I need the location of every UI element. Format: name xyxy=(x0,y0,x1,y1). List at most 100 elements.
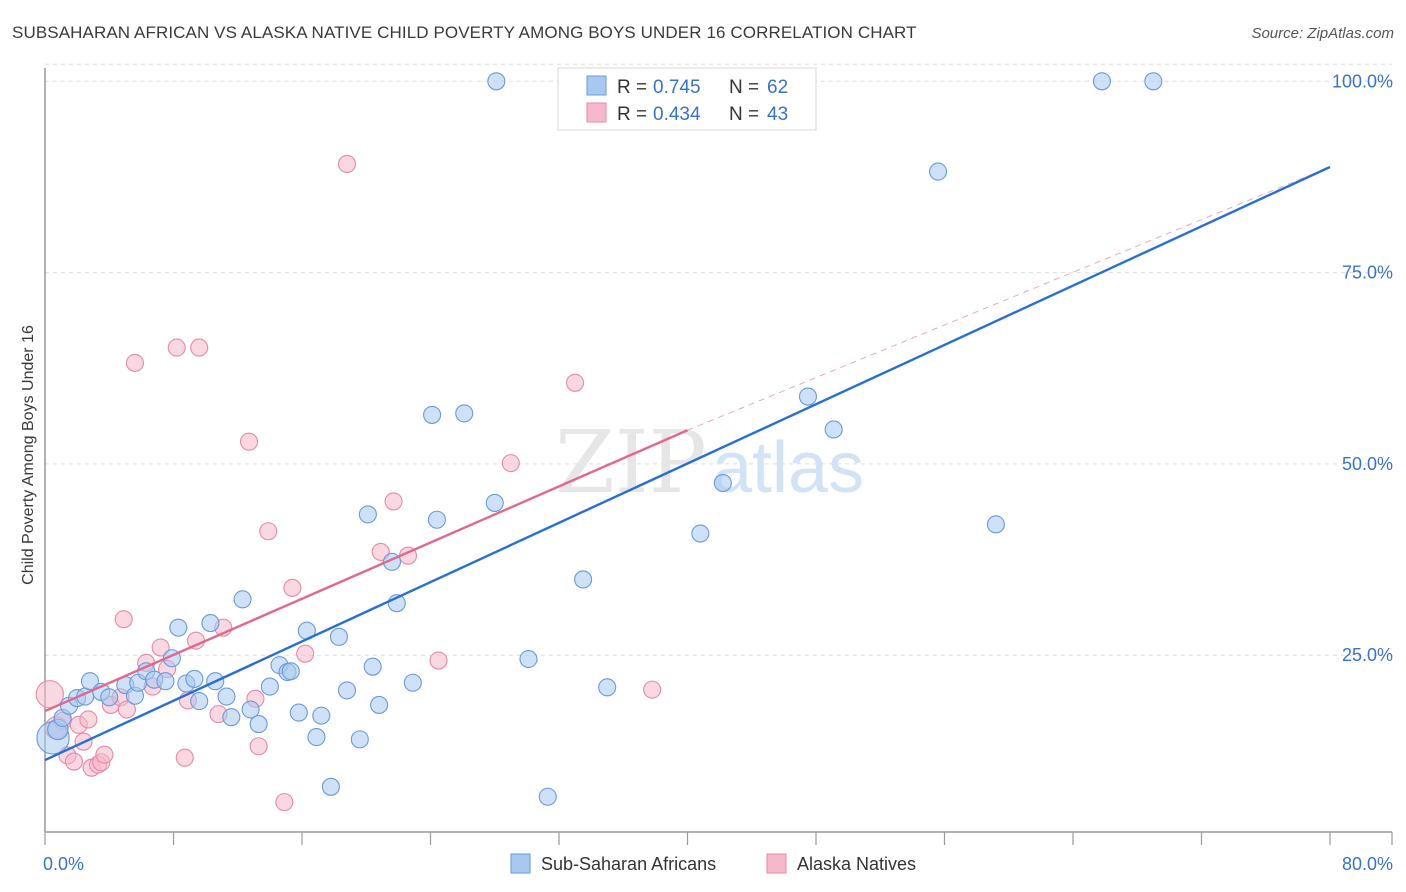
sub-saharan-point-8 xyxy=(100,688,119,707)
x-tick-label-max: 80.0% xyxy=(1342,854,1393,874)
sub-saharan-point-57 xyxy=(824,420,843,439)
sub-saharan-point-24 xyxy=(233,590,252,609)
y-tick-label-75: 75.0% xyxy=(1342,263,1393,283)
sub-saharan-point-50 xyxy=(519,649,538,669)
bottom-legend-swatch-pink xyxy=(766,853,787,874)
sub-saharan-point-30 xyxy=(281,662,300,681)
alaska-natives-point-41 xyxy=(566,373,585,392)
gridlines xyxy=(45,63,1392,656)
sub-saharan-point-16 xyxy=(169,618,188,637)
sub-saharan-point-35 xyxy=(321,777,340,796)
sub-saharan-point-58 xyxy=(929,162,948,181)
bottom-legend-swatch-blue xyxy=(510,853,531,874)
sub-saharan-point-18 xyxy=(185,669,204,688)
y-tick-labels: 25.0% 50.0% 75.0% 100.0% xyxy=(1332,71,1393,665)
alaska-natives-point-14 xyxy=(114,610,133,629)
sub-saharan-point-46 xyxy=(427,510,446,529)
y-axis-title: Child Poverty Among Boys Under 16 xyxy=(20,325,37,585)
sub-saharan-point-23 xyxy=(222,708,241,727)
sub-saharan-point-51 xyxy=(538,787,557,806)
trend-lines xyxy=(44,165,1331,762)
y-tick-label-50: 50.0% xyxy=(1342,454,1393,474)
sub-saharan-point-40 xyxy=(363,657,382,676)
alaska-natives-point-4 xyxy=(64,752,83,771)
reference-dashed-line xyxy=(687,166,1331,431)
sub-saharan-point-55 xyxy=(713,473,732,493)
sub-saharan-point-25 xyxy=(241,700,260,719)
trend-line-alaska-natives xyxy=(44,429,688,713)
sub-saharan-point-33 xyxy=(307,728,326,747)
bottom-legend-label-alaska: Alaska Natives xyxy=(797,854,916,874)
stats-legend-r-label-blue: R = xyxy=(617,77,647,98)
sub-saharan-point-34 xyxy=(312,706,331,725)
sub-saharan-point-54 xyxy=(691,524,710,543)
stats-legend-r-value-blue: 0.745 xyxy=(653,77,701,98)
alaska-natives-point-42 xyxy=(643,680,662,699)
alaska-natives-point-19 xyxy=(151,638,170,657)
alaska-natives-point-33 xyxy=(283,578,302,597)
chart-title: SUBSAHARAN AFRICAN VS ALASKA NATIVE CHIL… xyxy=(12,23,917,42)
sub-saharan-point-19 xyxy=(190,692,209,711)
stats-legend: R = 0.745 N = 62 R = 0.434 N = 43 xyxy=(557,67,817,131)
bottom-legend: Sub-Saharan Africans Alaska Natives xyxy=(510,853,916,874)
alaska-natives-point-11 xyxy=(95,745,114,764)
sub-saharan-point-61 xyxy=(1144,72,1163,91)
watermark: ZIP atlas xyxy=(555,413,864,513)
sub-saharan-point-37 xyxy=(337,681,357,700)
stats-legend-n-value-blue: 62 xyxy=(767,77,788,98)
stats-legend-swatch-blue xyxy=(586,75,607,96)
y-tick-label-25: 25.0% xyxy=(1342,645,1393,665)
source-label: Source: ZipAtlas.com xyxy=(1251,25,1394,42)
stats-legend-r-label-pink: R = xyxy=(617,104,647,125)
alaska-natives-point-22 xyxy=(175,748,194,767)
sub-saharan-point-36 xyxy=(329,627,348,646)
stats-legend-n-label-pink: N = xyxy=(729,104,759,125)
sub-saharan-point-39 xyxy=(358,505,377,524)
sub-saharan-point-27 xyxy=(260,677,279,696)
alaska-natives-point-34 xyxy=(296,644,315,663)
alaska-natives-point-31 xyxy=(259,522,278,541)
sub-saharan-point-53 xyxy=(598,678,617,697)
alaska-natives-point-21 xyxy=(167,338,186,357)
x-ticks xyxy=(44,832,1393,845)
sub-saharan-point-26 xyxy=(249,715,268,734)
sub-saharan-point-52 xyxy=(574,570,593,589)
sub-saharan-point-44 xyxy=(403,673,422,692)
stats-legend-n-value-pink: 43 xyxy=(767,104,788,125)
sub-saharan-point-20 xyxy=(201,614,220,633)
stats-legend-r-value-pink: 0.434 xyxy=(653,104,701,125)
sub-saharan-point-6 xyxy=(80,672,100,691)
stats-legend-swatch-pink xyxy=(586,102,607,123)
sub-saharan-point-48 xyxy=(485,493,504,512)
sub-saharan-point-38 xyxy=(350,730,369,749)
alaska-natives-point-32 xyxy=(275,793,294,812)
sub-saharan-point-56 xyxy=(798,387,818,406)
sub-saharan-point-47 xyxy=(455,404,474,423)
alaska-natives-point-15 xyxy=(117,700,136,719)
alaska-natives-point-40 xyxy=(501,454,520,473)
sub-saharan-point-22 xyxy=(217,687,236,706)
sub-saharan-point-49 xyxy=(487,72,506,91)
alaska-natives-point-30 xyxy=(249,737,268,756)
alaska-natives-point-39 xyxy=(429,651,448,670)
alaska-natives-point-37 xyxy=(384,492,403,511)
x-tick-label-min: 0.0% xyxy=(43,854,84,874)
alaska-natives-point-28 xyxy=(239,432,259,451)
stats-legend-n-label-blue: N = xyxy=(729,77,759,98)
watermark-atlas: atlas xyxy=(712,428,864,508)
alaska-natives-point-35 xyxy=(337,154,357,173)
sub-saharan-point-31 xyxy=(289,703,308,722)
alaska-natives-point-25 xyxy=(190,338,209,357)
alaska-natives-point-16 xyxy=(125,353,144,372)
sub-saharan-point-45 xyxy=(423,405,442,424)
sub-saharan-point-60 xyxy=(1092,72,1111,91)
series-sub-saharan-points xyxy=(36,72,1163,806)
trend-line-sub-saharan xyxy=(44,165,1331,762)
y-tick-label-100: 100.0% xyxy=(1332,71,1393,91)
sub-saharan-point-41 xyxy=(370,695,389,714)
sub-saharan-point-14 xyxy=(156,672,175,691)
alaska-natives-point-7 xyxy=(79,710,98,729)
bottom-legend-label-sub-saharan: Sub-Saharan Africans xyxy=(541,854,716,874)
